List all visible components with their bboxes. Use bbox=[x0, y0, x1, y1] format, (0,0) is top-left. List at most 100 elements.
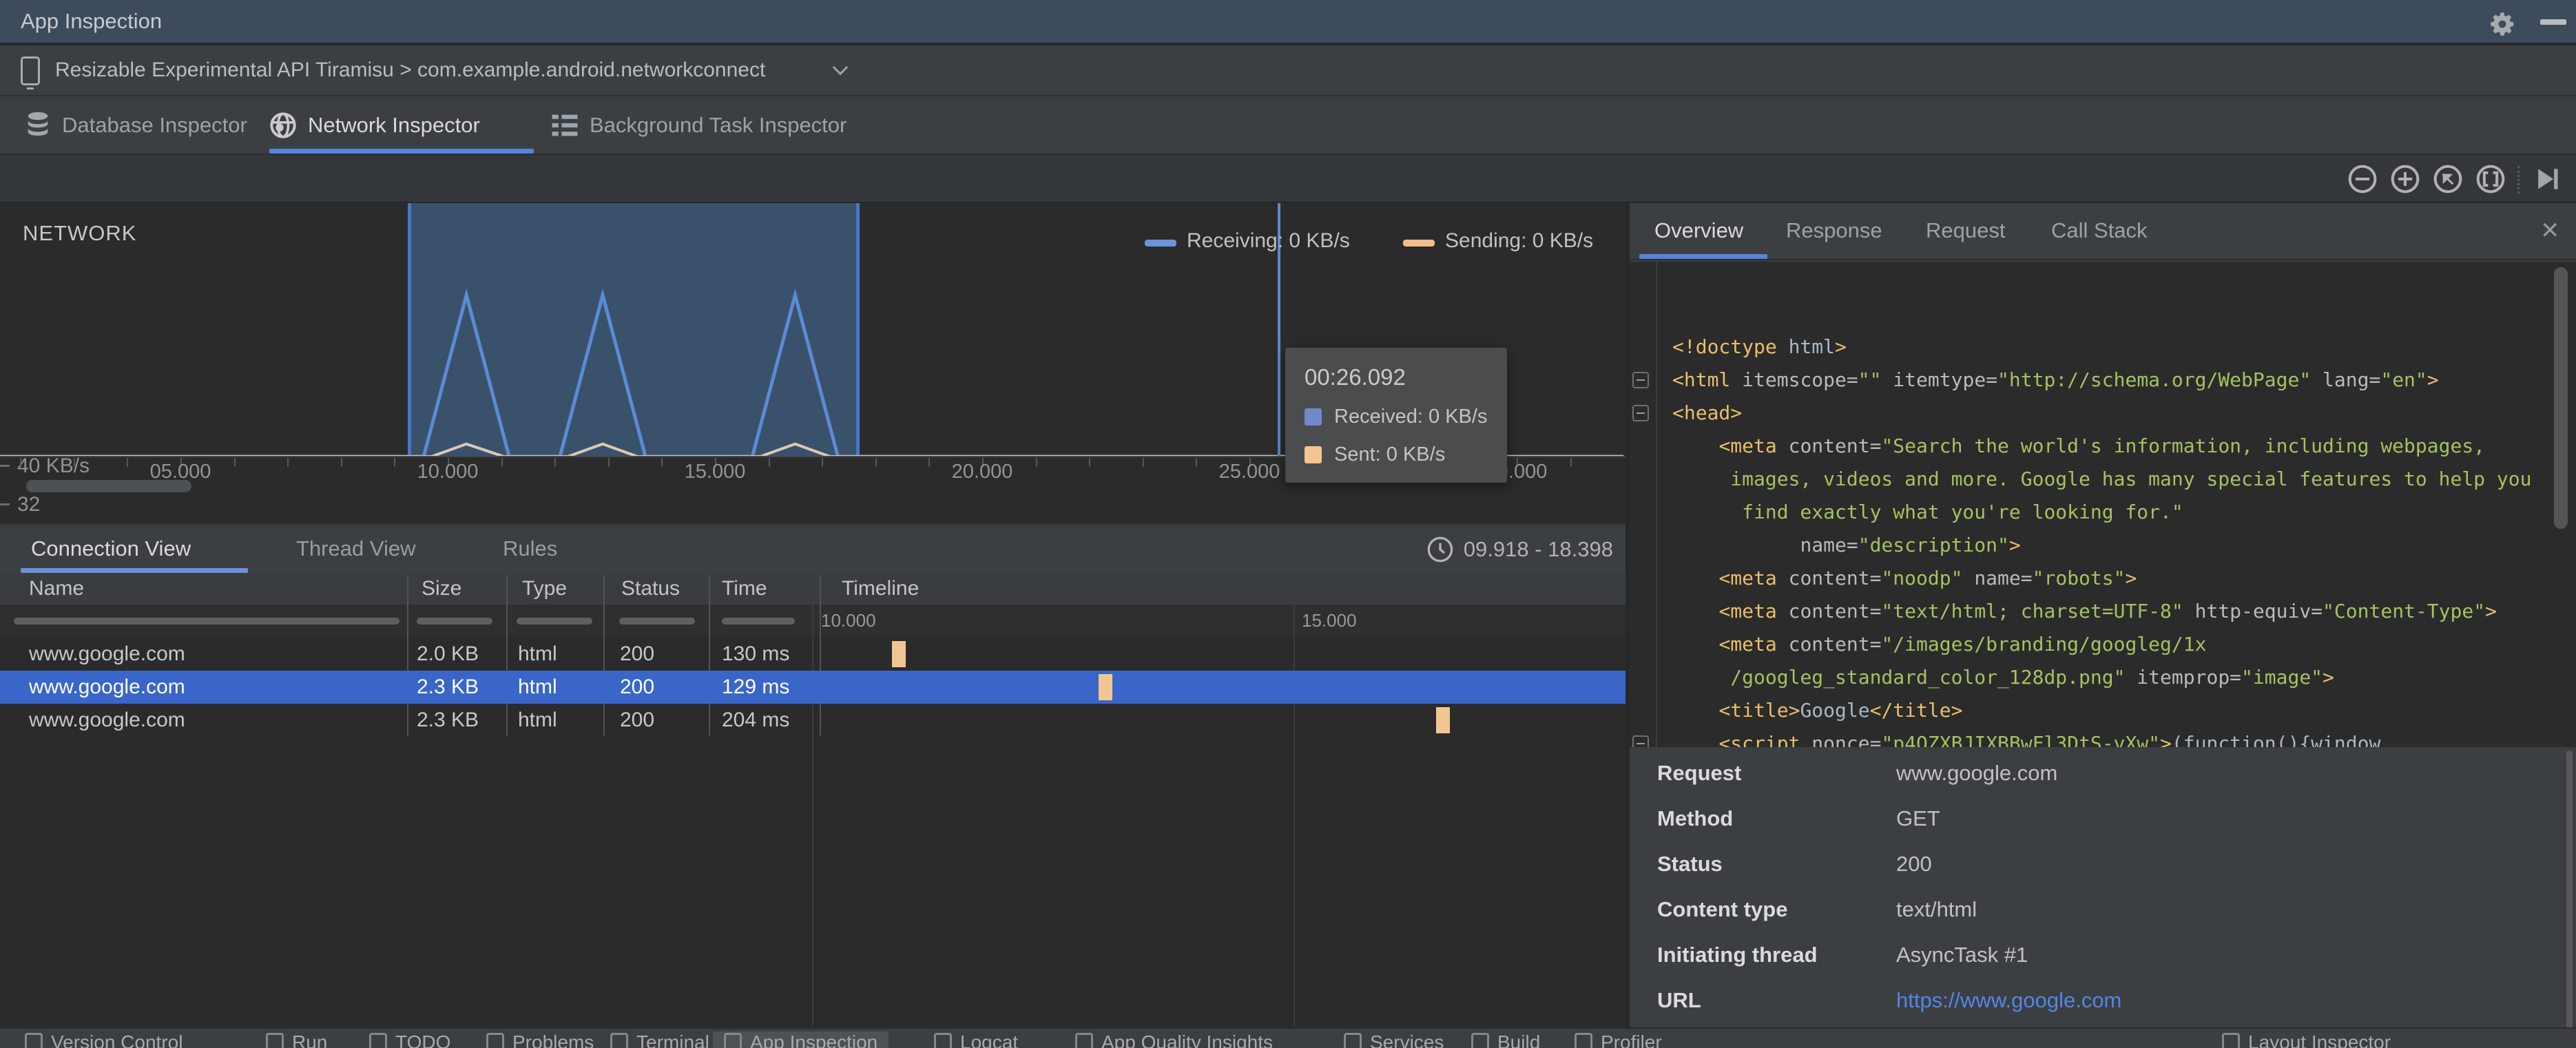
fold-marker-icon[interactable] bbox=[1632, 735, 1649, 747]
x-tick bbox=[1570, 458, 1572, 467]
bottom-tool-window-profiler[interactable]: Profiler bbox=[1564, 1031, 1673, 1048]
bottom-tool-window-services[interactable]: Services bbox=[1333, 1031, 1455, 1048]
tool-window-label: App Inspection bbox=[750, 1031, 878, 1048]
chart-horizontal-scrollbar[interactable] bbox=[26, 480, 191, 492]
column-range-bar bbox=[722, 618, 795, 625]
panel-divider[interactable] bbox=[1625, 203, 1630, 1027]
column-status[interactable]: Status bbox=[621, 577, 681, 600]
bottom-tool-window-build[interactable]: Build bbox=[1460, 1031, 1551, 1048]
bottom-tool-window-todo[interactable]: TODO bbox=[358, 1031, 461, 1048]
network-toolbar bbox=[0, 155, 2576, 203]
gear-icon[interactable] bbox=[2488, 10, 2517, 39]
close-icon[interactable]: ✕ bbox=[2540, 218, 2560, 244]
cell-time: 130 ms bbox=[722, 642, 790, 665]
tool-window-label: App Quality Insights bbox=[1101, 1031, 1274, 1048]
zoom-out-icon[interactable] bbox=[2347, 164, 2378, 194]
bottom-tool-window-problems[interactable]: Problems bbox=[475, 1031, 605, 1048]
tab-network-inspector[interactable]: Network Inspector bbox=[269, 96, 534, 154]
table-row[interactable]: www.google.com 2.3 KB html 200 204 ms bbox=[0, 704, 1625, 737]
tab-call-stack[interactable]: Call Stack bbox=[2051, 218, 2148, 242]
code-line: <title>Google</title> bbox=[1718, 699, 1963, 722]
details-tab-underline bbox=[1639, 254, 1767, 259]
network-usage-chart[interactable]: NETWORK Receiving: 0 KB/s Sending: 0 KB/… bbox=[0, 203, 1625, 631]
column-separator[interactable] bbox=[603, 576, 605, 735]
column-separator[interactable] bbox=[820, 576, 821, 735]
zoom-in-icon[interactable] bbox=[2390, 164, 2420, 194]
x-tick bbox=[608, 458, 610, 467]
y-tick-label: 32 bbox=[17, 493, 41, 516]
bottom-tool-window-bar: Version Control Run TODO Problems Terminal Ap… bbox=[0, 1027, 2576, 1048]
zoom-to-selection-icon[interactable] bbox=[2475, 164, 2506, 194]
tab-rules[interactable]: Rules bbox=[503, 536, 558, 560]
code-line: /googleg_standard_color_128dp.png" itemp… bbox=[1672, 666, 2334, 689]
tab-thread-view[interactable]: Thread View bbox=[296, 536, 416, 560]
column-time[interactable]: Time bbox=[722, 577, 767, 600]
code-line: <meta content="text/html; charset=UTF-8"… bbox=[1718, 600, 2497, 622]
details-scrollbar[interactable] bbox=[2566, 751, 2573, 1048]
process-selector-bar[interactable]: Resizable Experimental API Tiramisu > co… bbox=[0, 45, 2576, 96]
timeline-gridline bbox=[812, 605, 813, 1026]
tab-request[interactable]: Request bbox=[1926, 218, 2006, 242]
minimize-icon[interactable] bbox=[2540, 19, 2566, 25]
bottom-tool-window-terminal[interactable]: Terminal bbox=[599, 1031, 720, 1048]
bottom-tool-window-version-control[interactable]: Version Control bbox=[14, 1031, 194, 1048]
reset-zoom-icon[interactable] bbox=[2433, 164, 2463, 194]
column-separator[interactable] bbox=[709, 576, 710, 735]
x-tick-label: 20.000 bbox=[951, 461, 1013, 483]
column-type[interactable]: Type bbox=[522, 577, 568, 600]
column-timeline[interactable]: Timeline bbox=[842, 577, 920, 600]
skip-to-end-icon[interactable] bbox=[2532, 164, 2562, 194]
x-tick bbox=[74, 458, 75, 467]
x-tick bbox=[1196, 458, 1197, 467]
detail-label: Request bbox=[1657, 761, 1742, 785]
tab-overview[interactable]: Overview bbox=[1654, 218, 1744, 242]
tool-window-icon bbox=[266, 1033, 284, 1048]
bottom-tool-window-run[interactable]: Run bbox=[255, 1031, 338, 1048]
bottom-tool-window-logcat[interactable]: Logcat bbox=[923, 1031, 1029, 1048]
cell-size: 2.3 KB bbox=[417, 675, 479, 698]
tool-window-label: Layout Inspector bbox=[2248, 1031, 2391, 1048]
fold-marker-icon[interactable] bbox=[1632, 405, 1649, 421]
bottom-tool-window-app-quality-insights[interactable]: App Quality Insights bbox=[1064, 1031, 1284, 1048]
tooltip-time: 00:26.092 bbox=[1305, 364, 1406, 390]
column-separator[interactable] bbox=[506, 576, 508, 735]
code-scrollbar[interactable] bbox=[2554, 267, 2568, 529]
code-line: name="description"> bbox=[1800, 534, 2021, 556]
tab-label: Background Task Inspector bbox=[590, 112, 847, 137]
tab-background-task-inspector[interactable]: Background Task Inspector bbox=[551, 96, 875, 154]
selected-range: 09.918 - 18.398 bbox=[1426, 525, 1613, 574]
network-series-plot bbox=[0, 288, 1624, 457]
tool-window-icon bbox=[1344, 1033, 1362, 1048]
timeline-activity-bar bbox=[892, 641, 906, 667]
bottom-tool-window-layout-inspector[interactable]: Layout Inspector bbox=[2211, 1031, 2402, 1048]
column-separator[interactable] bbox=[407, 576, 408, 735]
bottom-tool-window-app-inspection[interactable]: App Inspection bbox=[713, 1031, 889, 1048]
tool-window-label: Terminal bbox=[636, 1031, 709, 1048]
cell-time: 204 ms bbox=[722, 709, 790, 731]
fold-marker-icon[interactable] bbox=[1632, 372, 1649, 388]
selection-right-handle[interactable] bbox=[855, 203, 860, 457]
series-receiving bbox=[0, 288, 1624, 457]
column-size[interactable]: Size bbox=[422, 577, 462, 600]
sent-swatch bbox=[1305, 446, 1322, 463]
tool-window-icon bbox=[1575, 1033, 1592, 1048]
x-tick-label: 10.000 bbox=[417, 461, 479, 483]
response-preview[interactable]: <!doctype html> <html itemscope="" itemty… bbox=[1630, 262, 2576, 747]
tab-response[interactable]: Response bbox=[1786, 218, 1882, 242]
tooltip-hover-line bbox=[1277, 203, 1280, 457]
column-name[interactable]: Name bbox=[29, 577, 85, 600]
x-tick bbox=[661, 458, 663, 467]
tab-database-inspector[interactable]: Database Inspector bbox=[25, 96, 256, 154]
tab-connection-view[interactable]: Connection View bbox=[31, 536, 191, 560]
detail-row: Method GET bbox=[1657, 796, 2553, 841]
table-row[interactable]: www.google.com 2.3 KB html 200 129 ms bbox=[0, 671, 1625, 704]
chevron-down-icon[interactable] bbox=[832, 59, 849, 76]
x-tick bbox=[769, 458, 770, 467]
cell-type: html bbox=[518, 642, 557, 665]
code-line: find exactly what you're looking for." bbox=[1672, 501, 2183, 523]
detail-value-link[interactable]: https://www.google.com bbox=[1896, 988, 2122, 1012]
chart-tooltip: 00:26.092 Received: 0 KB/s Sent: 0 KB/s bbox=[1285, 348, 1507, 483]
table-row[interactable]: www.google.com 2.0 KB html 200 130 ms bbox=[0, 638, 1625, 671]
selection-left-handle[interactable] bbox=[407, 203, 411, 457]
detail-label: Method bbox=[1657, 806, 1734, 830]
